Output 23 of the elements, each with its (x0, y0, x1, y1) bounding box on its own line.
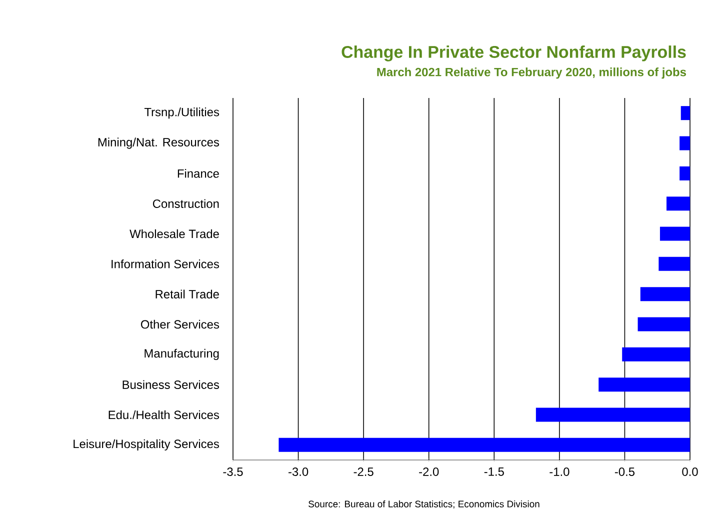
y-tick-label: Manufacturing (144, 348, 219, 360)
x-tick-label: -0.5 (614, 468, 635, 476)
y-tick-label: Business Services (122, 380, 220, 389)
chart-title: Change In Private Sector Nonfarm Payrolls (342, 46, 686, 62)
y-tick-label: Retail Trade (156, 290, 219, 298)
y-tick-label: Edu./Health Services (108, 410, 220, 420)
x-tick-label: -3.5 (223, 468, 243, 476)
y-tick-label: Other Services (140, 320, 220, 329)
x-tick-label: -2.0 (419, 468, 439, 476)
x-tick-label: -2.5 (354, 468, 374, 476)
y-tick-label: Trsnp./Utilities (144, 108, 220, 119)
y-tick-label: Leisure/Hospitality Services (74, 439, 220, 450)
y-tick-label: Construction (152, 199, 219, 208)
chart-subtitle: March 2021 Relative To February 2020, millions of jobs (377, 68, 686, 79)
x-tick-label: -1.5 (484, 468, 504, 476)
source-note: Source: Bureau of Labor Statistics; Economics Division (308, 500, 540, 508)
y-tick-label: Mining/Nat. Resources (98, 138, 220, 149)
x-tick-label: 0.0 (682, 468, 698, 476)
x-tick-label: -3.0 (288, 468, 308, 476)
y-tick-label: Finance (178, 169, 219, 178)
y-tick-label: Wholesale Trade (130, 229, 219, 238)
x-tick-label: -1.0 (550, 468, 570, 476)
y-tick-label: Information Services (112, 260, 220, 268)
